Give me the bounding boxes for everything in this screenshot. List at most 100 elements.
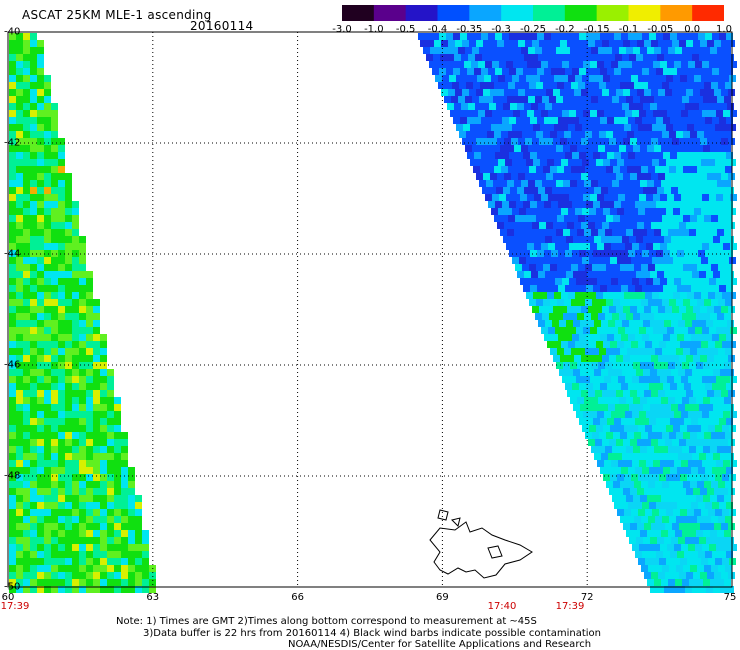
swath-cell [86,565,93,572]
swath-cell [537,201,544,208]
swath-cell [627,348,634,355]
swath-cell [600,201,607,208]
swath-cell [713,103,720,110]
swath-cell [539,306,546,313]
swath-cell [44,117,51,124]
swath-cell [696,96,703,103]
swath-cell [573,404,580,411]
swath-cell [662,481,669,488]
swath-cell [680,509,687,516]
swath-cell [684,383,691,390]
swath-cell [541,61,548,68]
longitude-label: 69 [436,592,449,603]
swath-cell [79,355,86,362]
swath-cell [608,404,615,411]
swath-cell [511,89,518,96]
swath-cell [44,110,51,117]
swath-cell [708,159,715,166]
swath-cell [44,187,51,194]
swath-cell [51,222,58,229]
swath-cell [637,306,644,313]
swath-cell [58,530,65,537]
swath-cell [128,516,135,523]
swath-cell [464,61,471,68]
swath-cell [637,89,644,96]
swath-cell [500,229,507,236]
swath-cell [619,145,626,152]
swath-cell [16,502,23,509]
swath-cell [602,222,609,229]
swath-cell [541,243,548,250]
swath-cell [702,327,709,334]
swath-cell [670,152,677,159]
swath-cell [51,257,58,264]
swath-cell [507,145,514,152]
swath-cell [567,222,574,229]
swath-cell [65,187,72,194]
swath-cell [633,96,640,103]
swath-cell [51,453,58,460]
swath-cell [531,103,538,110]
latitude-label: -40 [4,26,21,38]
swath-cell [432,33,439,40]
swath-cell [557,215,564,222]
swath-cell [669,215,676,222]
swath-cell [610,124,617,131]
swath-cell [635,68,642,75]
swath-cell [636,369,643,376]
swath-cell [727,103,734,110]
swath-cell [632,376,639,383]
swath-cell [438,82,445,89]
swath-cell [100,383,107,390]
swath-cell [690,166,697,173]
swath-cell [710,229,717,236]
swath-cell [675,180,682,187]
swath-cell [121,467,128,474]
swath-cell [689,397,696,404]
swath-cell [602,439,609,446]
swath-cell [544,334,551,341]
swath-cell [9,467,16,474]
swath-cell [604,194,611,201]
swath-cell [114,467,121,474]
swath-cell [44,523,51,530]
swath-cell [65,194,72,201]
swath-cell [676,215,683,222]
swath-cell [663,334,670,341]
swath-cell [135,502,142,509]
swath-cell [564,348,571,355]
swath-cell [51,460,58,467]
swath-cell [641,516,648,523]
swath-cell [37,236,44,243]
swath-cell [465,47,472,54]
swath-cell [577,47,584,54]
swath-cell [16,82,23,89]
swath-cell [704,516,711,523]
swath-cell [65,278,72,285]
swath-cell [51,341,58,348]
swath-cell [645,509,652,516]
swath-cell [538,187,545,194]
swath-cell [526,292,533,299]
swath-cell [23,257,30,264]
swath-cell [30,313,37,320]
swath-cell [680,159,687,166]
swath-cell [666,509,673,516]
swath-cell [662,432,669,439]
swath-cell [635,250,642,257]
swath-cell [647,579,654,586]
swath-cell [114,572,121,579]
map-frame [7,31,733,588]
swath-cell [542,180,549,187]
swath-cell [598,313,605,320]
swath-cell [9,369,16,376]
swath-cell [9,40,16,47]
swath-cell [600,117,607,124]
swath-cell [725,215,732,222]
swath-cell [620,348,627,355]
swath-cell [724,313,731,320]
swath-cell [580,271,587,278]
swath-cell [685,236,692,243]
swath-cell [659,474,666,481]
swath-cell [51,369,58,376]
